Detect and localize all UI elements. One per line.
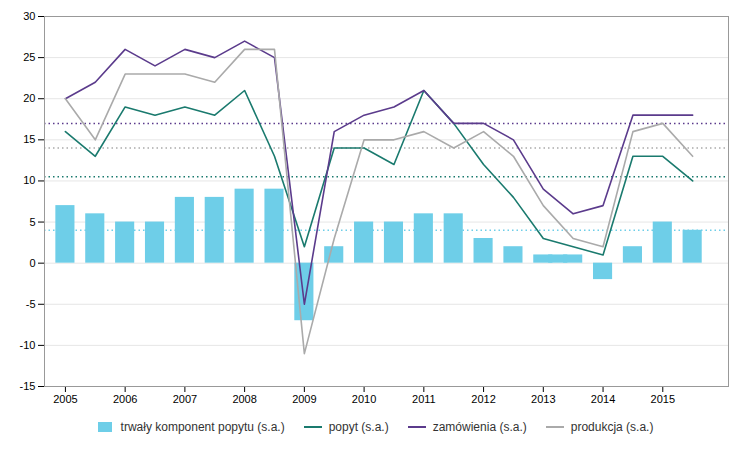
svg-text:2008: 2008 <box>232 393 256 405</box>
svg-text:10: 10 <box>23 174 35 186</box>
html-text:zamówienia (s.a.): zamówienia (s.a.) <box>432 420 527 434</box>
svg-text:2005: 2005 <box>53 393 77 405</box>
svg-text:2012: 2012 <box>471 393 495 405</box>
svg-text:2011: 2011 <box>412 393 436 405</box>
svg-text:-5: -5 <box>26 298 36 310</box>
svg-text:2007: 2007 <box>173 393 197 405</box>
svg-text:2009: 2009 <box>292 393 316 405</box>
svg-text:5: 5 <box>29 216 35 228</box>
svg-text:2006: 2006 <box>113 393 137 405</box>
svg-text:2014: 2014 <box>591 393 615 405</box>
svg-text:30: 30 <box>23 10 35 22</box>
html-text:produkcja (s.a.): produkcja (s.a.) <box>570 420 654 434</box>
svg-text:2015: 2015 <box>651 393 675 405</box>
html-text:trwały komponent popytu (s.a.): trwały komponent popytu (s.a.) <box>120 420 285 434</box>
svg-text:2010: 2010 <box>352 393 376 405</box>
svg-text:25: 25 <box>23 51 35 63</box>
svg-text:20: 20 <box>23 92 35 104</box>
svg-text:-10: -10 <box>20 339 36 351</box>
svg-text:-15: -15 <box>20 380 36 392</box>
svg-text:0: 0 <box>29 257 35 269</box>
svg-text:15: 15 <box>23 133 35 145</box>
svg-text:2013: 2013 <box>531 393 555 405</box>
html-text:popyt (s.a.): popyt (s.a.) <box>328 420 389 434</box>
